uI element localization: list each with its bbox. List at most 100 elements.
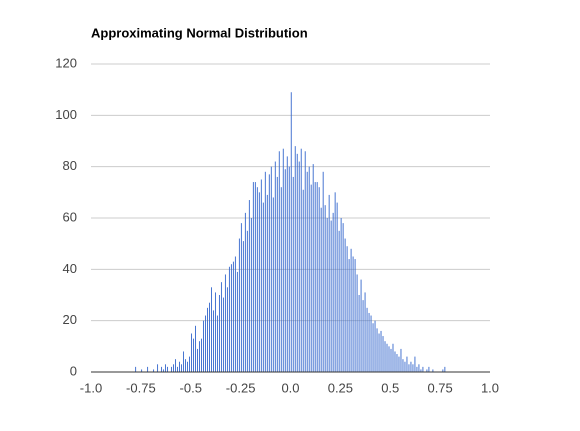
histogram-bar (201, 338, 202, 372)
histogram-bar (298, 161, 300, 372)
histogram-bar (240, 223, 242, 372)
histogram-bar (310, 184, 312, 372)
x-tick-label: -0.5 (180, 380, 202, 395)
histogram-bar (222, 297, 224, 372)
histogram-bar (304, 151, 306, 372)
histogram-bar (185, 359, 186, 372)
histogram-bar (308, 166, 310, 372)
histogram-bar (218, 295, 220, 372)
histogram-bar (284, 169, 286, 372)
histogram-bar (167, 366, 169, 372)
histogram-bar (135, 366, 137, 372)
histogram-bar (290, 92, 292, 372)
histogram-bar (272, 197, 274, 372)
histogram-bar (270, 166, 272, 372)
histogram-bar (408, 364, 410, 372)
histogram-bar (350, 248, 352, 372)
histogram-bar (147, 366, 149, 372)
histogram-bar (362, 300, 364, 372)
x-tick-label: -1.0 (80, 380, 102, 395)
histogram-bar (199, 341, 200, 372)
histogram-bar (320, 207, 322, 372)
histogram-bar (380, 330, 382, 372)
histogram-bar (372, 323, 374, 372)
histogram-bar (396, 354, 398, 372)
histogram-bar (203, 320, 204, 372)
histogram-bar (179, 361, 180, 372)
histogram-bar (173, 364, 174, 372)
histogram-bar (398, 356, 400, 372)
histogram-bar (282, 148, 284, 372)
histogram-bar (338, 230, 340, 372)
histogram-bar (163, 369, 165, 372)
histogram-bar (444, 366, 446, 372)
histogram-bar (382, 336, 384, 372)
histogram-bar (422, 366, 424, 372)
histogram-bar (193, 338, 194, 372)
histogram-bar (141, 369, 143, 372)
histogram-bar (262, 202, 264, 372)
x-tick-label: 0.75 (427, 380, 452, 395)
histogram-bar (302, 189, 304, 372)
histogram-bar (246, 230, 248, 372)
histogram-bar (236, 271, 238, 372)
histogram-bar (175, 359, 176, 372)
histogram-bar (420, 369, 422, 372)
histogram-bar (187, 361, 188, 372)
histogram-bar (300, 148, 302, 372)
histogram-bar (207, 307, 208, 372)
histogram-bar (386, 343, 388, 372)
histogram-bar (400, 348, 402, 372)
histogram-bar (306, 171, 308, 372)
histogram-bar (161, 366, 163, 372)
histogram-bar (256, 187, 258, 372)
histogram-bar (418, 364, 420, 372)
x-tick-label: -0.25 (226, 380, 256, 395)
x-tick-label: 0.25 (328, 380, 353, 395)
histogram-bar (340, 218, 342, 372)
histogram-bar (195, 325, 196, 372)
histogram-bar (388, 346, 390, 372)
histogram-bar (326, 218, 328, 372)
histogram-bar (220, 282, 222, 372)
histogram-bar (330, 220, 332, 372)
histogram-bar (404, 361, 406, 372)
histogram-bar (334, 192, 336, 372)
histogram-bar (250, 218, 252, 372)
histogram-bar (264, 171, 266, 372)
x-tick-label: -0.75 (126, 380, 156, 395)
histogram-bar (324, 205, 326, 372)
histogram-bar (394, 351, 396, 372)
histogram-bar (366, 307, 368, 372)
histogram-bar (280, 187, 282, 372)
histogram-bar (212, 310, 214, 372)
histogram-bar (254, 182, 256, 372)
x-tick-label: 1.0 (481, 380, 499, 395)
histogram-bar (268, 174, 270, 372)
histogram-bar (197, 348, 198, 372)
histogram-bar (414, 356, 416, 372)
y-tick-label: 120 (55, 55, 77, 70)
histogram-bar (378, 333, 380, 372)
histogram-bar (266, 194, 268, 372)
histogram-bar (356, 274, 358, 372)
histogram-bar (384, 341, 386, 372)
histogram-bar (258, 192, 260, 372)
histogram-bar (428, 366, 430, 372)
histogram-bar (228, 266, 230, 372)
histogram-bar (376, 328, 378, 372)
histogram-bar (410, 361, 412, 372)
histogram-bar (165, 364, 167, 372)
histogram-bar (288, 166, 290, 372)
histogram-bar (432, 369, 434, 372)
histogram-bar (292, 176, 294, 372)
x-tick-label: 0.5 (381, 380, 399, 395)
histogram-bar (342, 223, 344, 372)
histogram-bar (412, 364, 414, 372)
histogram-bar (322, 171, 324, 372)
y-tick-label: 20 (63, 312, 77, 327)
histogram-bar (171, 366, 172, 372)
histogram-bar (402, 359, 404, 372)
y-tick-label: 60 (63, 209, 77, 224)
